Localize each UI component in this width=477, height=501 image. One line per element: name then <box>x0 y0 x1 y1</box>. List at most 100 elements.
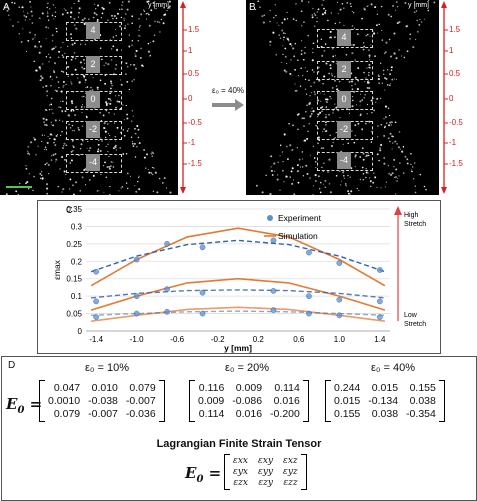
particle-dot <box>139 56 142 59</box>
particle-dot <box>360 114 362 117</box>
particle-dot <box>312 48 314 50</box>
particle-dot <box>126 65 129 68</box>
particle-dot <box>96 18 99 21</box>
particle-dot <box>114 135 117 138</box>
particle-dot <box>343 175 345 177</box>
particle-dot <box>293 193 296 195</box>
particle-dot <box>153 5 155 7</box>
particle-dot <box>391 148 393 150</box>
particle-dot <box>163 6 165 9</box>
particle-dot <box>392 142 394 144</box>
marker-neg2: -2 <box>86 121 100 138</box>
particle-dot <box>254 8 257 11</box>
particle-dot <box>412 166 414 168</box>
particle-dot <box>141 64 144 67</box>
experiment-point <box>164 241 170 247</box>
particle-dot <box>335 174 338 177</box>
particle-dot <box>315 180 317 182</box>
particle-dot <box>38 66 41 69</box>
particle-dot <box>127 127 130 130</box>
particle-dot <box>17 194 20 195</box>
particle-dot <box>367 33 369 36</box>
particle-dot <box>45 108 47 111</box>
particle-dot <box>369 59 371 61</box>
particle-dot <box>46 192 49 195</box>
particle-dot <box>292 124 294 127</box>
particle-dot <box>397 21 400 24</box>
particle-dot <box>30 141 33 144</box>
particle-dot <box>334 136 337 139</box>
particle-dot <box>312 51 314 54</box>
particle-dot <box>51 14 54 17</box>
particle-dot <box>350 80 354 83</box>
particle-dot <box>138 177 140 179</box>
particle-dot <box>401 150 404 153</box>
particle-dot <box>106 166 109 168</box>
particle-dot <box>96 150 100 153</box>
particle-dot <box>83 77 85 79</box>
low-stretch-label: Low Stretch <box>404 312 426 328</box>
particle-dot <box>354 134 357 137</box>
particle-dot <box>137 136 140 139</box>
particle-dot <box>62 86 64 88</box>
particle-dot <box>361 166 364 169</box>
particle-dot <box>134 156 137 158</box>
matrix-10: 0.047 0.010 0.079 0.0010 -0.038 -0.007 0.079… <box>39 380 165 422</box>
particle-dot <box>335 106 338 109</box>
particle-dot <box>39 79 42 82</box>
y-axis-label-a: y [mm] <box>148 2 169 9</box>
particle-dot <box>70 33 72 36</box>
particle-dot <box>44 146 47 149</box>
particle-dot <box>396 143 398 145</box>
particle-dot <box>398 131 401 133</box>
particle-dot <box>21 6 23 9</box>
particle-dot <box>369 121 371 124</box>
particle-dot <box>274 170 276 172</box>
particle-dot <box>152 152 155 155</box>
experiment-point <box>306 249 312 256</box>
particle-dot <box>297 128 299 131</box>
particle-dot <box>125 73 127 75</box>
particle-dot <box>100 17 102 19</box>
particle-dot <box>25 15 28 18</box>
particle-dot <box>71 129 74 132</box>
particle-dot <box>368 74 370 76</box>
particle-dot <box>50 159 53 161</box>
particle-dot <box>330 98 332 100</box>
particle-dot <box>286 62 288 65</box>
particle-dot <box>18 6 20 8</box>
experiment-point <box>133 256 140 263</box>
particle-dot <box>81 96 83 98</box>
particle-dot <box>376 125 379 127</box>
particle-dot <box>121 1 124 3</box>
particle-dot <box>62 120 64 122</box>
particle-dot <box>105 101 108 104</box>
particle-dot <box>38 40 41 43</box>
particle-dot <box>393 52 396 55</box>
particle-dot <box>286 145 288 148</box>
particle-dot <box>61 155 64 159</box>
particle-dot <box>366 113 368 115</box>
particle-dot <box>99 47 102 50</box>
particle-dot <box>29 18 31 20</box>
particle-dot <box>320 38 322 40</box>
particle-dot <box>31 15 33 17</box>
particle-dot <box>327 19 329 22</box>
particle-dot <box>324 130 326 132</box>
particle-dot <box>376 186 378 189</box>
particle-dot <box>132 141 134 143</box>
particle-dot <box>360 113 362 115</box>
particle-dot <box>366 5 368 7</box>
experiment-point <box>133 293 140 299</box>
particle-dot <box>308 102 311 104</box>
particle-dot <box>404 1 407 5</box>
particle-dot <box>87 140 89 143</box>
particle-dot <box>63 84 65 86</box>
particle-dot <box>69 178 72 181</box>
particle-dot <box>150 153 152 155</box>
particle-dot <box>416 30 419 33</box>
particle-dot <box>122 128 125 131</box>
particle-dot <box>357 79 359 82</box>
particle-dot <box>299 85 302 88</box>
particle-dot <box>334 76 336 78</box>
